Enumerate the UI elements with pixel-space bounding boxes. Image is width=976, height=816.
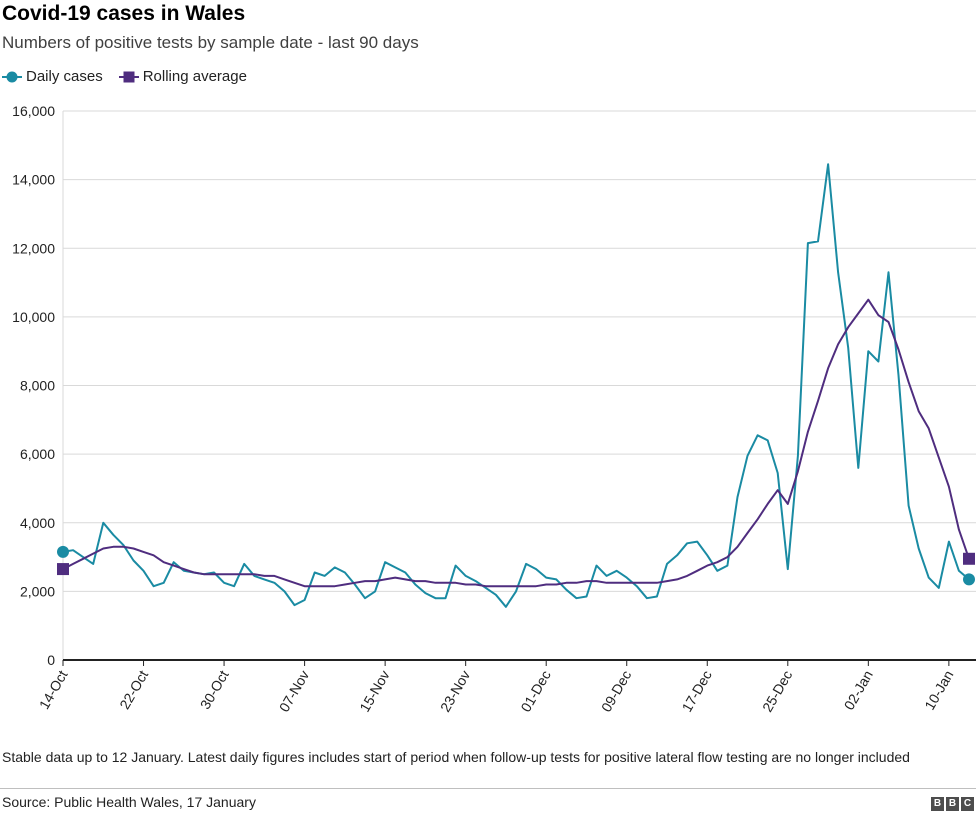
line-chart: 0 2,000 4,000 6,000 8,000 10,000 12,000 14,000 1… [12, 103, 976, 715]
bbc-logo-letter: C [961, 797, 974, 811]
y-tick-label: 8,000 [20, 378, 55, 394]
chart-subtitle: Numbers of positive tests by sample date… [2, 33, 419, 52]
square-marker-icon [118, 71, 139, 82]
x-tick-label: 25-Dec [759, 668, 795, 715]
y-tick-label: 10,000 [12, 309, 55, 325]
x-tick-label: 22-Oct [116, 667, 151, 711]
y-tick-label: 0 [47, 652, 55, 668]
legend-label-daily-cases: Daily cases [26, 68, 103, 85]
legend-item-daily-cases: Daily cases [2, 68, 103, 85]
chart-title: Covid-19 cases in Wales [2, 2, 246, 25]
x-tick-label: 15-Nov [356, 668, 392, 715]
x-tick-label: 17-Dec [678, 668, 714, 715]
bbc-logo-letter: B [946, 797, 959, 811]
x-tick-label: 14-Oct [36, 667, 71, 711]
daily-cases-line [62, 163, 970, 608]
footnote: Stable data up to 12 January. Latest dai… [2, 749, 910, 765]
footer-divider [0, 788, 976, 789]
x-tick-label: 07-Nov [276, 668, 312, 715]
rolling-average-end-point [963, 552, 975, 565]
y-tick-label: 14,000 [12, 172, 55, 188]
x-tick-label: 10-Jan [921, 668, 956, 713]
y-tick-label: 16,000 [12, 103, 55, 119]
rolling-average-start-point [57, 563, 69, 576]
daily-cases-start-point [57, 545, 69, 558]
y-tick-label: 2,000 [20, 583, 55, 599]
legend-item-rolling-average: Rolling average [118, 68, 247, 85]
bbc-logo: B B C [929, 797, 974, 811]
daily-cases-end-point [963, 573, 975, 586]
y-tick-label: 12,000 [12, 240, 55, 256]
bbc-logo-letter: B [931, 797, 944, 811]
x-tick-label: 01-Dec [517, 668, 553, 715]
legend-label-rolling-average: Rolling average [142, 68, 247, 85]
source-note: Source: Public Health Wales, 17 January [2, 794, 256, 810]
x-tick-label: 30-Oct [197, 667, 232, 711]
x-tick-label: 02-Jan [841, 668, 876, 713]
circle-marker-icon [2, 71, 22, 82]
x-tick-label: 09-Dec [598, 668, 634, 715]
legend: Daily cases Rolling average [2, 68, 263, 85]
y-tick-label: 6,000 [20, 446, 55, 462]
x-tick-label: 23-Nov [437, 668, 473, 715]
y-tick-label: 4,000 [20, 515, 55, 531]
rolling-average-line [62, 298, 970, 588]
